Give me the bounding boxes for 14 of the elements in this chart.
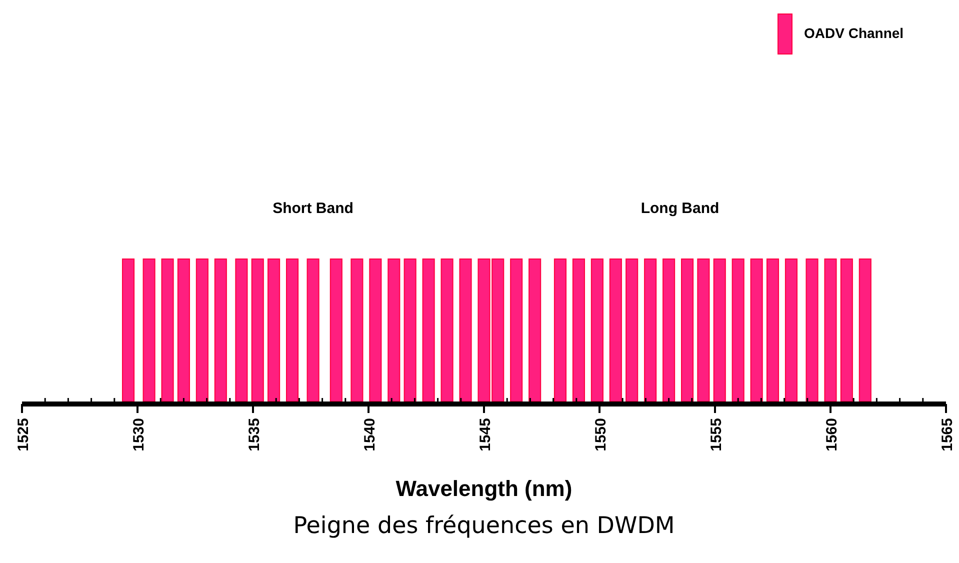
x-tick-label: 1525 (15, 418, 32, 452)
x-tick-label: 1530 (130, 418, 148, 452)
x-tick-label: 1545 (477, 418, 494, 452)
text: Short Band (272, 200, 354, 217)
x-tick-label: 1555 (708, 418, 725, 452)
x-tick-label: 1560 (824, 418, 840, 452)
x-axis-title: Wavelength (nm) (396, 476, 572, 501)
x-tick-label: 1535 (246, 418, 263, 452)
legend: OADV Channel (778, 14, 904, 54)
x-tick-label: 1550 (592, 418, 610, 452)
x-tick-label: 1540 (362, 418, 378, 452)
text: Peigne des fréquences en DWDM (293, 513, 675, 539)
x-tick-label: 1565 (939, 418, 956, 452)
text: Long Band (640, 200, 720, 217)
